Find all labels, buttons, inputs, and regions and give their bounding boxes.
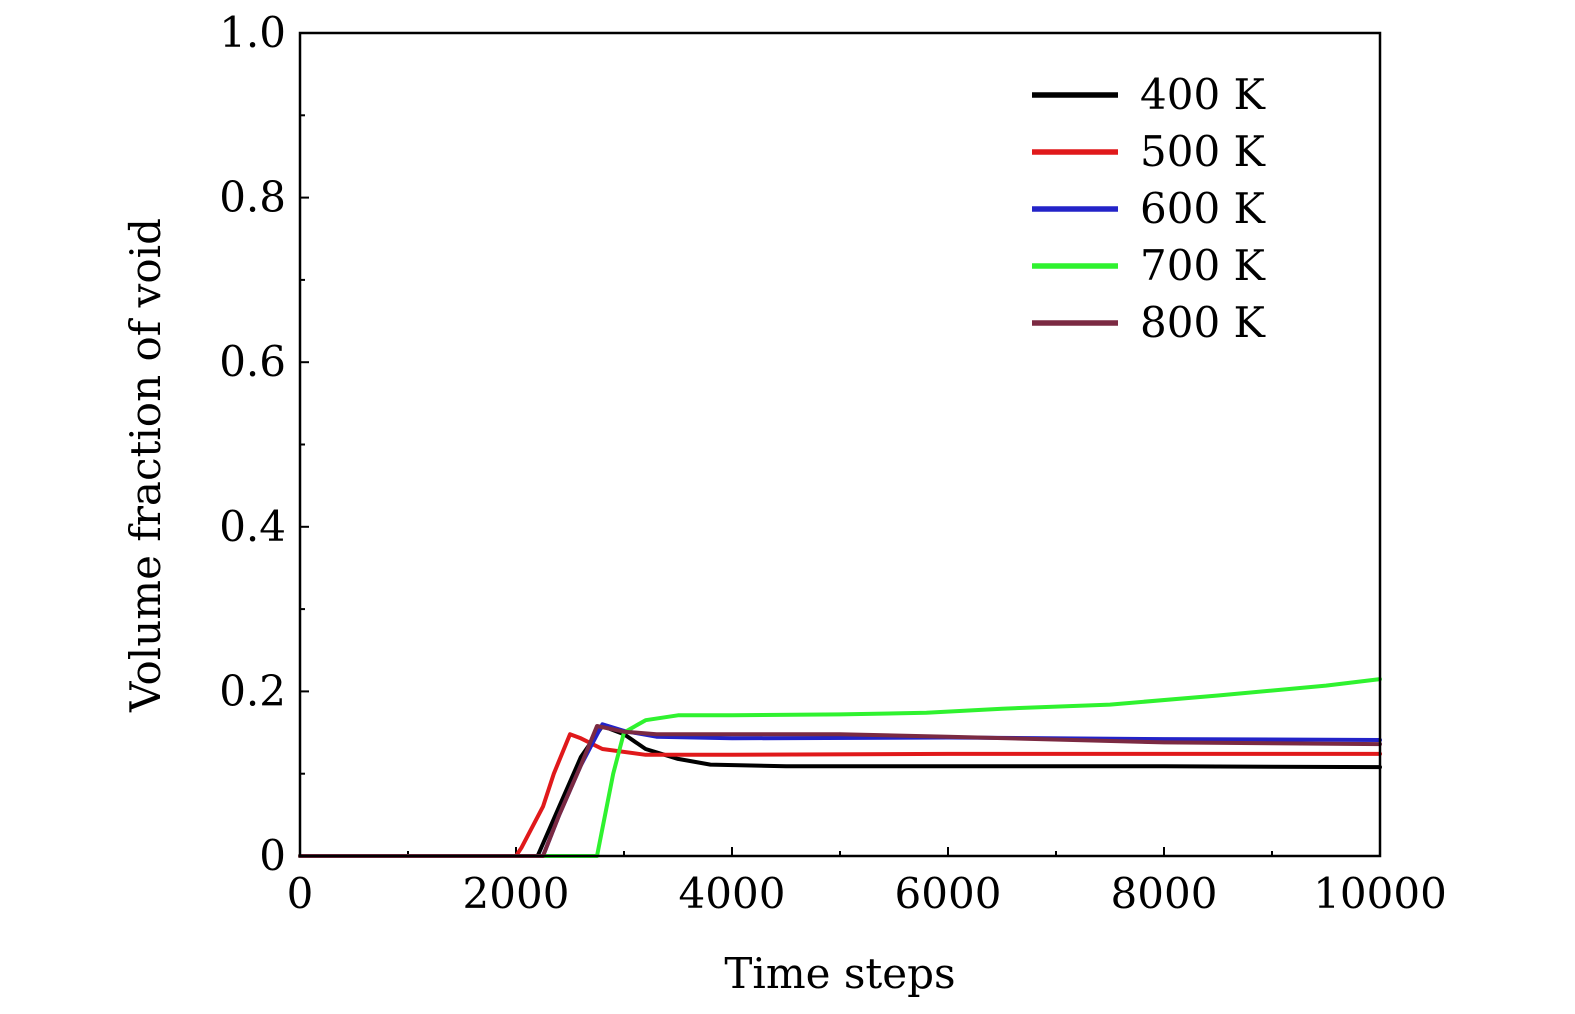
legend-label-600k: 600 K bbox=[1140, 184, 1267, 233]
x-tick-label: 4000 bbox=[679, 869, 786, 918]
series-layer bbox=[298, 677, 1382, 858]
x-axis-title: Time steps bbox=[724, 949, 955, 998]
series-line-500k bbox=[298, 732, 1382, 858]
y-tick-label: 0.2 bbox=[219, 666, 286, 715]
series-line-400k bbox=[298, 724, 1382, 858]
x-tick-label: 2000 bbox=[463, 869, 570, 918]
x-tick-label: 0 bbox=[287, 869, 314, 918]
series-line-800k bbox=[298, 724, 1382, 858]
y-tick-label: 0.4 bbox=[219, 502, 286, 551]
legend: 400 K 500 K 600 K 700 K 800 K bbox=[1032, 70, 1267, 347]
y-tick-label: 0.6 bbox=[219, 337, 286, 386]
legend-label-500k: 500 K bbox=[1140, 127, 1267, 176]
x-tick-label: 10000 bbox=[1313, 869, 1447, 918]
plot-frame bbox=[298, 31, 1382, 858]
legend-label-400k: 400 K bbox=[1140, 70, 1267, 119]
axis-title-group: Time steps Volume fraction of void bbox=[121, 218, 956, 998]
x-tick-label: 8000 bbox=[1111, 869, 1218, 918]
legend-label-700k: 700 K bbox=[1140, 241, 1267, 290]
y-tick-label: 0 bbox=[259, 831, 286, 880]
x-tick-label: 6000 bbox=[895, 869, 1002, 918]
y-tick-label: 1.0 bbox=[219, 8, 286, 57]
series-line-700k bbox=[298, 677, 1382, 858]
y-axis-title: Volume fraction of void bbox=[121, 218, 170, 713]
ticks-layer: 0 2000 4000 6000 8000 10000 0 0.2 0.4 0.6 0.8 1.0 bbox=[219, 8, 1447, 918]
y-tick-label: 0.8 bbox=[219, 173, 286, 222]
legend-label-800k: 800 K bbox=[1140, 298, 1267, 347]
